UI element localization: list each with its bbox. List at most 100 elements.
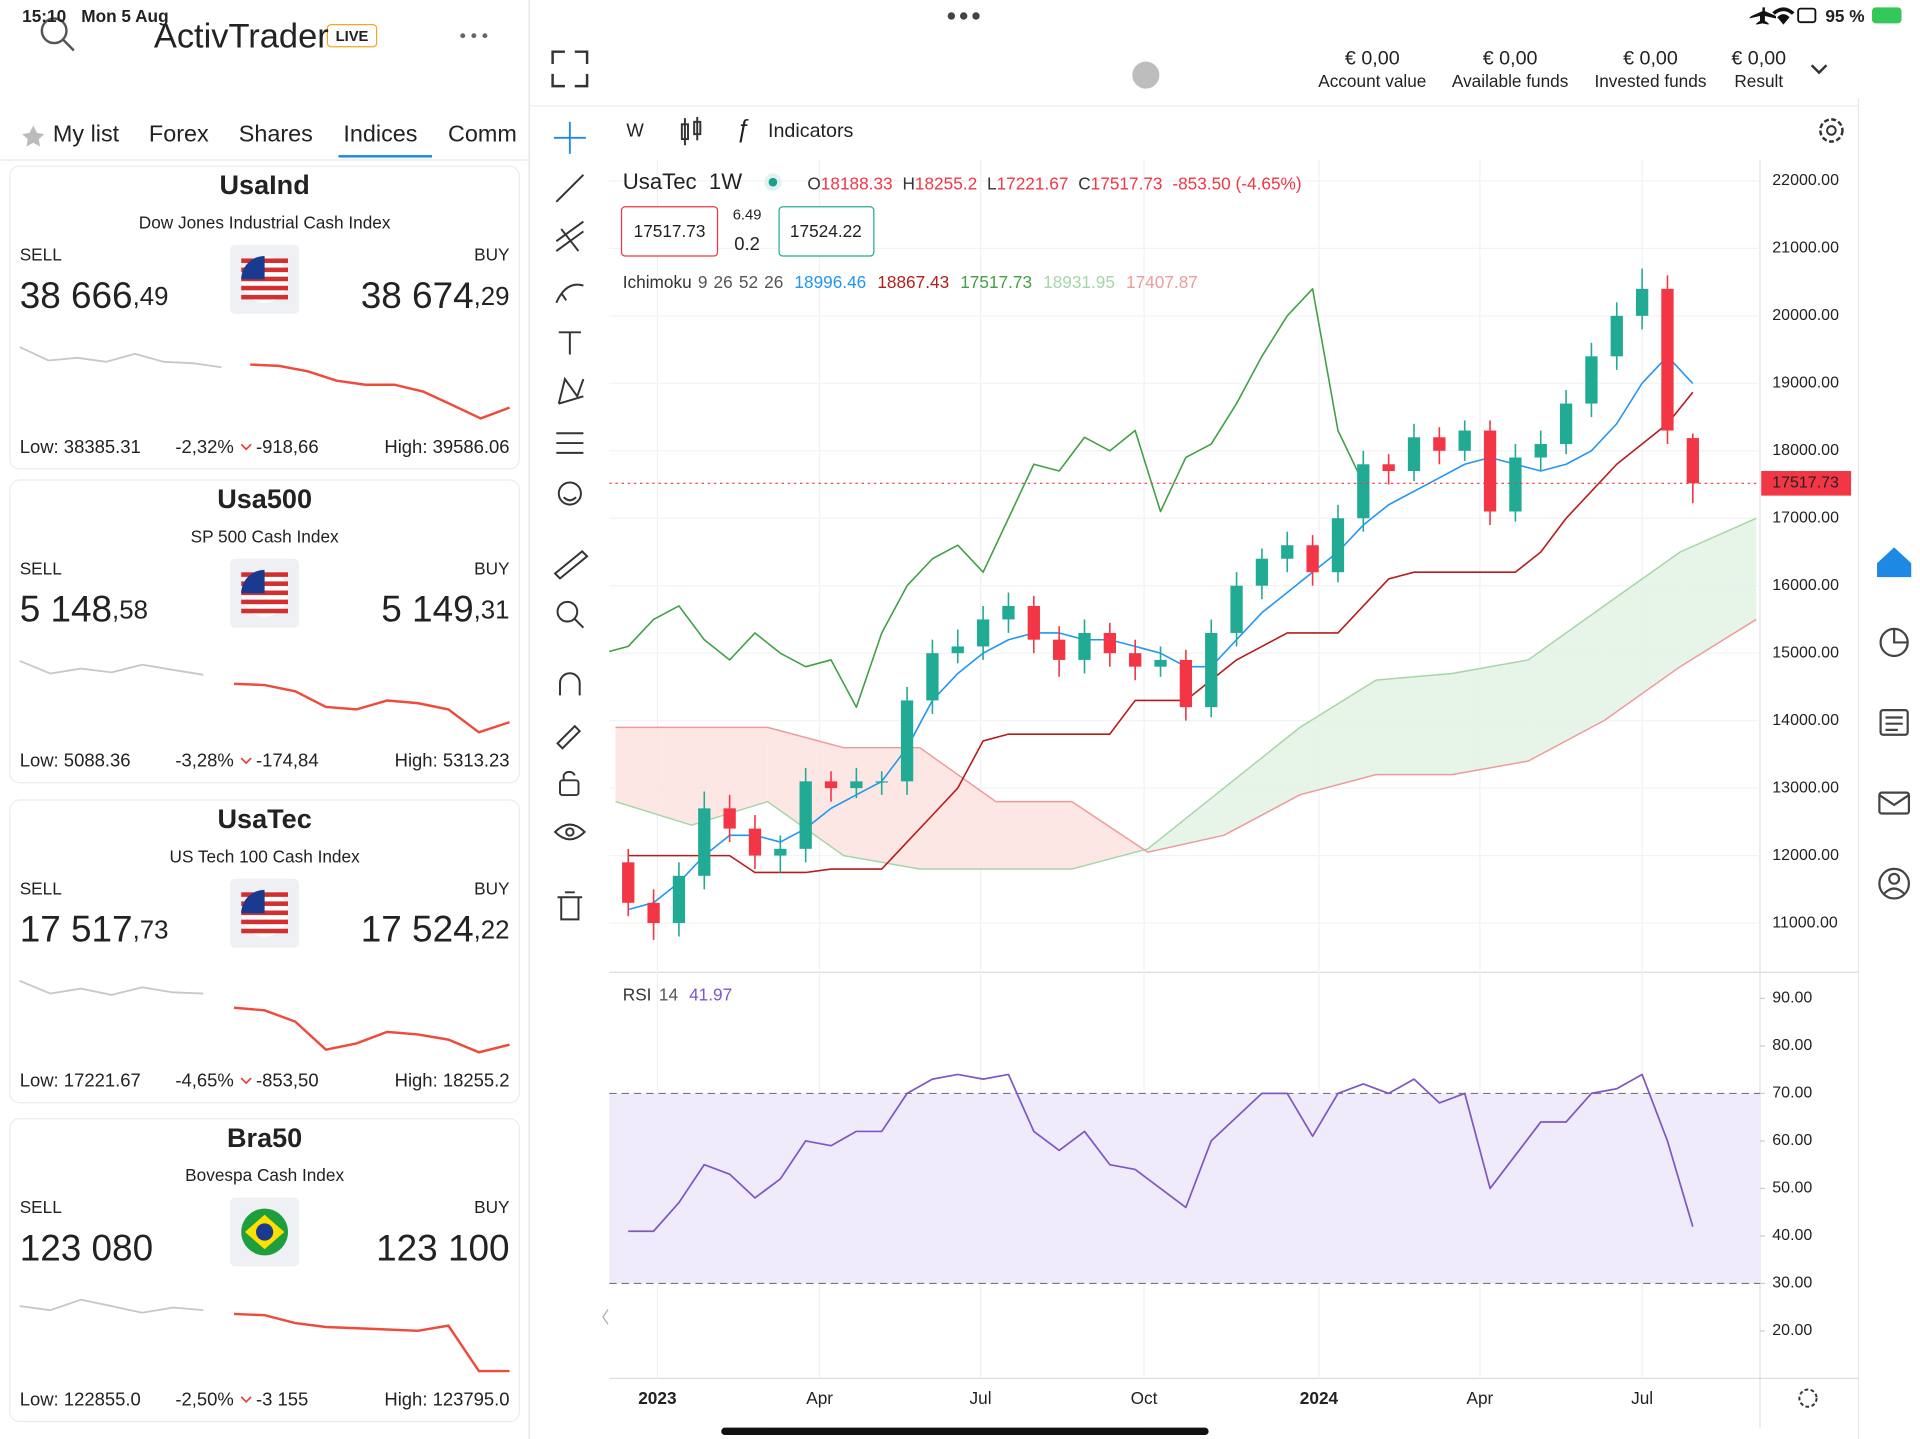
sell-price-main: 5 148 <box>20 588 112 629</box>
y-tick-label: 19000.00 <box>1772 375 1839 392</box>
search-icon[interactable] <box>40 17 75 52</box>
instrument-card[interactable]: UsaInd Dow Jones Industrial Cash Index SEL… <box>9 165 521 470</box>
battery-level: 95 % <box>1825 6 1864 26</box>
sell-price-decimals: ,73 <box>133 917 169 945</box>
drawing-tools[interactable] <box>553 174 589 921</box>
buy-label: BUY <box>474 878 510 898</box>
low: Low: 5088.36 <box>20 750 131 771</box>
x-tick-label: 2023 <box>638 1388 676 1408</box>
sell-price-main: 17 517 <box>20 908 133 949</box>
indicator-value: 18931.95 <box>1043 272 1115 292</box>
candle-body <box>1179 659 1193 708</box>
spark-previous <box>19 660 204 676</box>
rsi-tick-label: 20.00 <box>1772 1322 1812 1339</box>
y-tick-label: 15000.00 <box>1772 644 1839 661</box>
buy-price-main: 5 149 <box>381 588 473 629</box>
card-background <box>9 1118 521 1423</box>
instrument-card[interactable]: Bra50 Bovespa Cash Index SELL BUY 123 080 123… <box>9 1118 521 1423</box>
indicator-param: 52 <box>739 272 758 292</box>
buy-price-decimals: ,29 <box>474 283 510 311</box>
rsi-band <box>609 1093 1760 1284</box>
candle-body <box>1331 518 1345 573</box>
high: High: 18255.2 <box>395 1070 510 1091</box>
buy-button[interactable] <box>778 206 875 257</box>
y-tick-label: 20000.00 <box>1772 307 1839 324</box>
tab[interactable]: My list <box>53 121 120 147</box>
rsi-value: 41.97 <box>689 984 732 1004</box>
buy-price-decimals: ,31 <box>474 597 510 625</box>
rsi-tick-label: 40.00 <box>1772 1227 1812 1244</box>
instrument-name: Dow Jones Industrial Cash Index <box>139 213 391 233</box>
ichimoku-legend: Ichimoku 9 26 52 26 18996.46 18867.43 17517.73 1… <box>623 272 1198 292</box>
sidebar-icons[interactable] <box>1877 547 1912 900</box>
buy-quote: 17524.22 <box>790 221 862 241</box>
tab[interactable]: Comm <box>448 121 517 147</box>
symbol: Usa500 <box>217 483 312 514</box>
rsi-tick-label: 90.00 <box>1772 990 1812 1007</box>
sell-price-main: 38 666 <box>20 275 133 316</box>
buy-price-main: 38 674 <box>361 275 474 316</box>
x-tick-label: Apr <box>806 1388 833 1408</box>
candle-body <box>647 902 660 924</box>
candle-body <box>698 808 711 876</box>
candle-body <box>1458 430 1471 451</box>
indicators-button[interactable]: Indicators <box>768 120 854 142</box>
buy-price-main: 123 100 <box>376 1227 509 1268</box>
spread-top: 6.49 <box>733 207 762 223</box>
buy-label: BUY <box>474 245 510 265</box>
sell-price-main: 123 080 <box>20 1227 153 1268</box>
candle-body <box>1686 438 1699 484</box>
sell-label: SELL <box>20 245 62 265</box>
indicator-param: 26 <box>714 272 733 292</box>
card-background <box>9 799 521 1104</box>
y-tick-label: 12000.00 <box>1772 847 1839 864</box>
fullscreen-icon[interactable] <box>551 50 589 88</box>
rsi-tick-label: 50.00 <box>1772 1180 1812 1197</box>
x-tick-label: Jul <box>1631 1388 1653 1408</box>
home-indicator <box>721 1427 1209 1436</box>
status-icons <box>1748 7 1902 25</box>
candle-body <box>1585 356 1598 404</box>
candle-body <box>1559 403 1573 445</box>
account-label: Invested funds <box>1594 71 1706 91</box>
indicator-param: 9 <box>698 272 708 292</box>
axis-settings[interactable] <box>1798 1388 1818 1408</box>
candle-body <box>748 828 762 856</box>
crosshair-tool[interactable] <box>553 121 586 154</box>
tab[interactable]: Shares <box>239 121 313 147</box>
flag-canton <box>241 889 265 914</box>
change-percent: -3,28% <box>175 750 233 771</box>
sell-button[interactable] <box>620 206 719 257</box>
instrument-card[interactable]: UsaTec US Tech 100 Cash Index SELL BUY 17 51… <box>9 799 521 1104</box>
candle-body <box>1357 464 1370 519</box>
change: -918,66 <box>256 436 319 457</box>
flag-stripe <box>241 294 289 300</box>
buy-price: 17 524,22 <box>361 908 510 949</box>
ohlc-value: 17517.73 <box>1091 173 1163 193</box>
settings-icon[interactable] <box>1819 118 1844 143</box>
spread-bottom: 0.2 <box>734 233 760 254</box>
candle-body <box>1103 632 1116 654</box>
tab[interactable]: Forex <box>149 121 209 147</box>
fx-icon[interactable]: ƒ <box>736 116 750 143</box>
cloud-fill <box>1452 659 1529 775</box>
scroll-left[interactable] <box>602 1309 609 1325</box>
flag-stripe <box>241 928 289 934</box>
buy-price-main: 17 524 <box>361 908 474 949</box>
more-icon[interactable] <box>460 33 488 39</box>
candle-type-icon[interactable] <box>680 116 702 146</box>
indicator-param: 26 <box>764 272 783 292</box>
candle-body <box>1407 437 1421 472</box>
tab[interactable]: Indices <box>343 121 417 147</box>
interval-button[interactable]: W <box>626 120 644 141</box>
expand-chevron[interactable] <box>1810 64 1828 75</box>
candle-body <box>1230 585 1243 633</box>
live-badge-text: LIVE <box>336 29 369 45</box>
candle-body <box>1534 444 1547 458</box>
account-amount: € 0,00 <box>1731 47 1786 69</box>
chart-interval: 1W <box>709 169 742 194</box>
ohlc-key: O <box>807 173 820 193</box>
candle-body <box>1078 632 1091 660</box>
